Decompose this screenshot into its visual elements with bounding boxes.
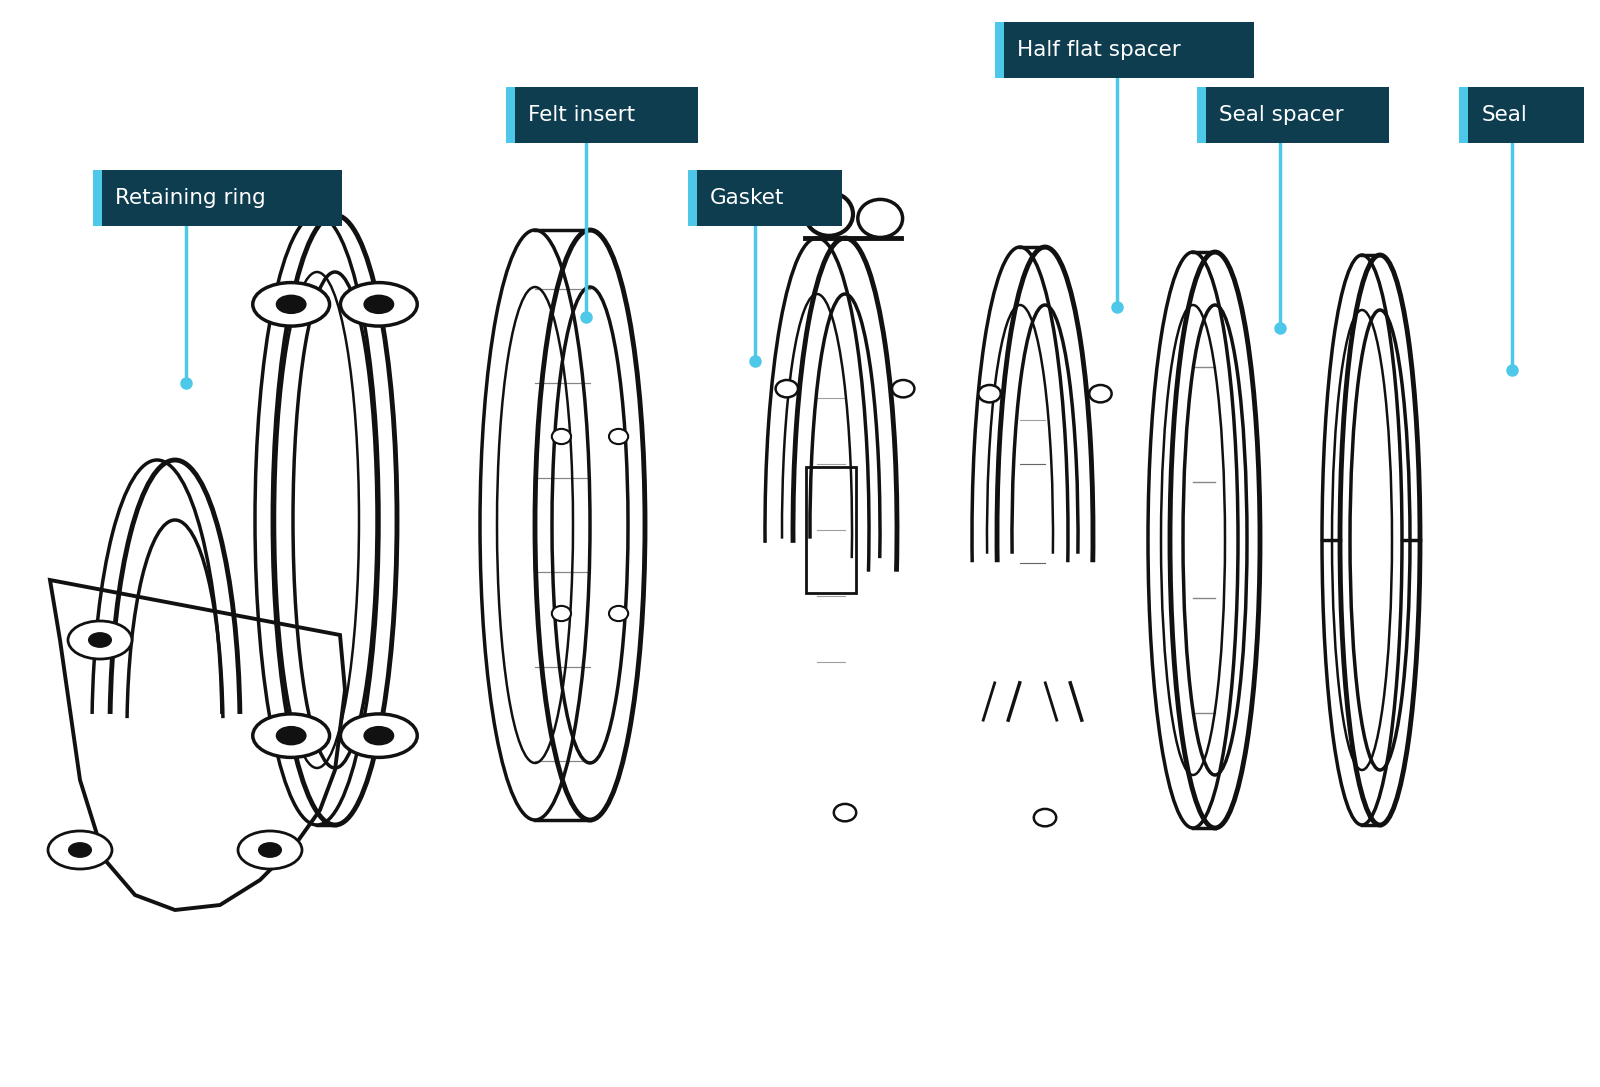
Ellipse shape (552, 605, 571, 621)
FancyBboxPatch shape (1459, 87, 1584, 143)
Ellipse shape (341, 714, 418, 758)
Ellipse shape (277, 727, 306, 745)
Text: Gasket: Gasket (710, 188, 784, 208)
Ellipse shape (69, 842, 91, 857)
FancyBboxPatch shape (688, 170, 698, 226)
Ellipse shape (253, 283, 330, 326)
Ellipse shape (978, 385, 1000, 402)
Text: Seal spacer: Seal spacer (1219, 105, 1344, 125)
FancyBboxPatch shape (93, 170, 342, 226)
Ellipse shape (253, 714, 330, 758)
Ellipse shape (341, 283, 418, 326)
FancyBboxPatch shape (93, 170, 102, 226)
Ellipse shape (1034, 809, 1056, 826)
FancyBboxPatch shape (506, 87, 698, 143)
Ellipse shape (834, 804, 856, 822)
Ellipse shape (238, 830, 302, 869)
FancyBboxPatch shape (506, 87, 515, 143)
FancyBboxPatch shape (995, 22, 1254, 78)
Ellipse shape (365, 727, 394, 745)
FancyBboxPatch shape (1197, 87, 1389, 143)
Ellipse shape (610, 605, 629, 621)
FancyBboxPatch shape (1459, 87, 1469, 143)
Text: Seal: Seal (1482, 105, 1526, 125)
Ellipse shape (67, 621, 131, 659)
Ellipse shape (552, 429, 571, 445)
Ellipse shape (90, 633, 112, 647)
Bar (806, 467, 856, 592)
Ellipse shape (610, 429, 629, 445)
FancyBboxPatch shape (995, 22, 1005, 78)
Text: Retaining ring: Retaining ring (115, 188, 266, 208)
Ellipse shape (891, 380, 914, 398)
Ellipse shape (259, 842, 282, 857)
Text: Felt insert: Felt insert (528, 105, 635, 125)
Ellipse shape (776, 380, 798, 398)
FancyBboxPatch shape (688, 170, 842, 226)
FancyBboxPatch shape (1197, 87, 1206, 143)
Ellipse shape (365, 296, 394, 313)
Text: Half flat spacer: Half flat spacer (1018, 40, 1181, 60)
Ellipse shape (277, 296, 306, 313)
Ellipse shape (48, 830, 112, 869)
Ellipse shape (1090, 385, 1112, 402)
